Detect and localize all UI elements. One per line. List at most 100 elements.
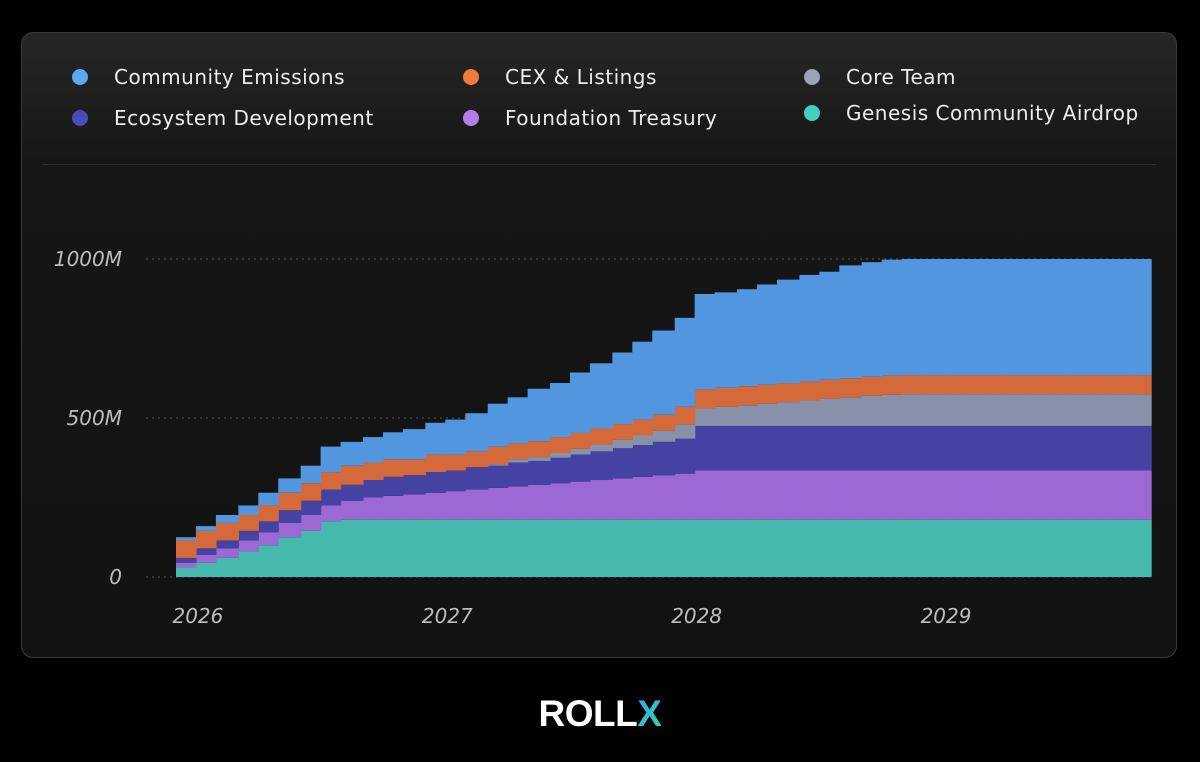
area-step xyxy=(465,413,489,452)
area-step xyxy=(320,521,342,577)
area-step xyxy=(901,375,925,395)
area-step xyxy=(340,519,364,577)
area-step xyxy=(839,470,863,520)
area-step xyxy=(445,491,466,520)
area-step xyxy=(320,505,342,522)
area-step xyxy=(1088,375,1112,395)
series-foundation-treasury xyxy=(176,470,1152,568)
area-step xyxy=(776,383,801,403)
area-step xyxy=(612,519,633,577)
area-step xyxy=(195,530,217,549)
area-step xyxy=(382,459,404,477)
x-tick-label: 2026 xyxy=(172,604,223,628)
area-step xyxy=(1068,519,1090,577)
legend-item-core-team[interactable]: Core Team xyxy=(804,64,956,90)
area-step xyxy=(652,414,676,431)
area-step xyxy=(861,519,883,577)
area-step xyxy=(924,394,945,426)
area-step xyxy=(944,394,965,426)
area-step xyxy=(819,398,840,426)
area-step xyxy=(465,519,489,577)
area-step xyxy=(694,519,716,577)
area-step xyxy=(176,562,197,568)
legend-item-community-emissions[interactable]: Community Emissions xyxy=(72,64,345,90)
area-step xyxy=(258,492,279,506)
area-step xyxy=(363,462,384,481)
area-step xyxy=(674,473,696,520)
legend-item-foundation-treasury[interactable]: Foundation Treasury xyxy=(463,105,717,131)
area-step xyxy=(300,465,322,484)
area-step xyxy=(195,548,217,555)
area-step xyxy=(215,557,239,577)
area-step xyxy=(1006,394,1027,426)
area-step xyxy=(757,284,778,385)
area-step xyxy=(944,375,965,395)
area-step xyxy=(195,562,217,577)
area-step xyxy=(1048,470,1070,520)
area-step xyxy=(963,470,988,520)
area-step xyxy=(1048,375,1070,395)
legend-item-cex-listings[interactable]: CEX & Listings xyxy=(463,64,657,90)
area-step xyxy=(652,330,676,415)
area-step xyxy=(300,530,322,577)
area-step xyxy=(986,259,1007,376)
area-step xyxy=(944,425,965,471)
area-step xyxy=(569,372,591,433)
area-step xyxy=(589,451,613,481)
area-step xyxy=(1151,259,1152,376)
area-step xyxy=(258,532,279,546)
area-step xyxy=(300,514,322,531)
area-step xyxy=(1026,519,1050,577)
area-step xyxy=(819,470,840,520)
area-step xyxy=(320,446,342,473)
area-step xyxy=(652,441,676,476)
area-step xyxy=(986,425,1007,471)
area-step xyxy=(527,484,551,520)
legend-item-ecosystem-development[interactable]: Ecosystem Development xyxy=(72,105,374,131)
area-step xyxy=(425,472,446,493)
area-step xyxy=(340,500,364,520)
area-step xyxy=(924,259,945,376)
area-step xyxy=(363,519,384,577)
area-step xyxy=(1111,375,1132,395)
area-step xyxy=(1151,394,1152,426)
area-step xyxy=(861,395,883,426)
area-step xyxy=(402,475,426,495)
legend-label: Ecosystem Development xyxy=(114,106,374,130)
area-step xyxy=(300,500,322,515)
area-step xyxy=(737,519,758,577)
area-step xyxy=(1068,470,1090,520)
area-step xyxy=(258,505,279,522)
area-step xyxy=(589,444,613,452)
area-step xyxy=(1111,519,1132,577)
area-step xyxy=(737,405,758,426)
area-step xyxy=(589,363,613,429)
legend-item-genesis-community-airdrop[interactable]: Genesis Community Airdrop xyxy=(804,100,1139,126)
area-step xyxy=(465,451,489,468)
legend-dot-icon xyxy=(804,105,820,121)
area-step xyxy=(1151,519,1152,577)
area-step xyxy=(527,519,551,577)
area-step xyxy=(195,526,217,531)
area-step xyxy=(674,519,696,577)
area-step xyxy=(901,425,925,471)
area-step xyxy=(737,425,758,471)
area-step xyxy=(737,289,758,387)
x-tick-label: 2029 xyxy=(921,604,972,628)
area-step xyxy=(776,470,801,520)
logo-accent-x: X xyxy=(637,693,662,734)
area-step xyxy=(215,522,239,541)
area-step xyxy=(527,457,551,461)
area-step xyxy=(1068,259,1090,376)
area-step xyxy=(632,476,653,520)
area-step xyxy=(632,519,653,577)
area-step xyxy=(612,439,633,449)
area-step xyxy=(714,519,738,577)
area-step xyxy=(714,292,738,388)
legend-label: Core Team xyxy=(846,65,957,89)
area-step xyxy=(944,470,965,520)
area-step xyxy=(382,495,404,520)
area-step xyxy=(278,492,302,511)
area-step xyxy=(694,389,716,409)
area-step xyxy=(714,470,738,520)
